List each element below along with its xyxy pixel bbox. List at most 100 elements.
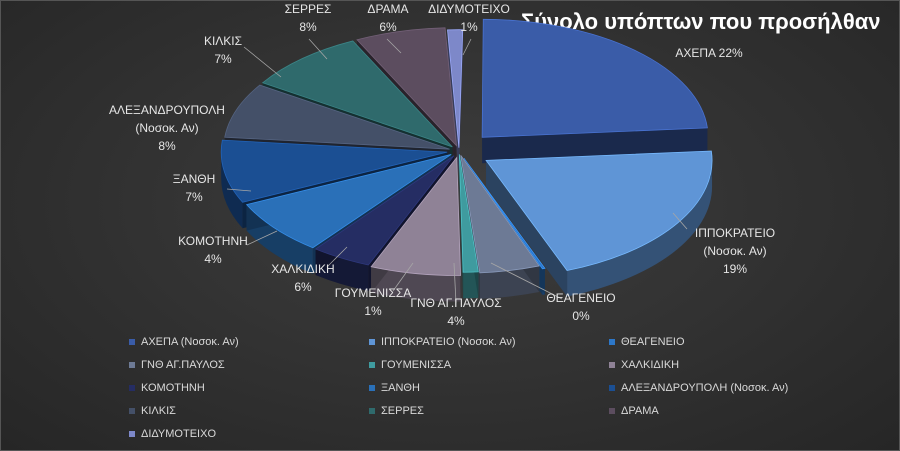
data-label-line: ΓΝΘ ΑΓ.ΠΑΥΛΟΣ	[410, 296, 501, 310]
legend-label: ΓΝΘ ΑΓ.ΠΑΥΛΟΣ	[141, 358, 225, 371]
pie-slice	[481, 18, 708, 138]
data-label-line: 6%	[379, 20, 397, 34]
data-label-line: ΔΙΔΥΜΟΤΕΙΧΟ	[428, 2, 510, 16]
data-label: ΔΙΔΥΜΟΤΕΙΧΟ 1%	[428, 2, 510, 34]
data-label-line: ΙΠΠΟΚΡΑΤΕΙΟ	[695, 226, 775, 240]
legend-swatch	[129, 384, 135, 391]
legend-item: ΧΑΛΚΙΔΙΚΗ	[609, 356, 829, 373]
legend-label: ΑΧΕΠΑ (Νοσοκ. Αν)	[141, 335, 239, 348]
pie-slice-side	[567, 160, 713, 297]
data-label: ΚΙΛΚΙΣ 7%	[204, 34, 242, 66]
data-label: ΧΑΛΚΙΔΙΚΗ 6%	[271, 262, 334, 294]
legend-item: ΓΟΥΜΕΝΙΣΣΑ	[369, 356, 609, 373]
data-label-line: ΧΑΛΚΙΔΙΚΗ	[271, 262, 334, 276]
pie-slice	[463, 157, 546, 270]
data-label-line: 4%	[204, 252, 222, 266]
legend-item: ΑΧΕΠΑ (Νοσοκ. Αν)	[129, 333, 369, 350]
data-label-line: ΘΕΑΓΕΝΕΙΟ	[546, 291, 615, 305]
data-label-line: 0%	[572, 309, 590, 323]
data-label-line: 6%	[294, 280, 312, 294]
legend-label: ΙΠΠΟΚΡΑΤΕΙΟ (Νοσοκ. Αν)	[381, 335, 516, 348]
legend-swatch	[129, 361, 135, 368]
legend-item: ΔΙΔΥΜΟΤΕΙΧΟ	[129, 425, 369, 442]
chart-title: Σύνολο υπόπτων που προσήλθαν	[521, 9, 881, 34]
pie-slice-side	[221, 152, 243, 229]
pie-slice	[314, 155, 455, 266]
leader-line	[490, 262, 563, 300]
data-label: ΘΕΑΓΕΝΕΙΟ 0%	[546, 291, 615, 323]
legend-item: ΑΛΕΞΑΝΔΡΟΥΠΟΛΗ (Νοσοκ. Αν)	[609, 379, 829, 396]
leader-line	[392, 262, 414, 292]
data-label-line: 8%	[158, 139, 176, 153]
pie-slice	[245, 154, 452, 249]
pie-slice	[356, 27, 458, 147]
data-label-line: ΑΧΕΠΑ 22%	[675, 46, 743, 60]
legend-label: ΧΑΛΚΙΔΙΚΗ	[621, 358, 680, 371]
data-label: ΑΛΕΞΑΝΔΡΟΥΠΟΛΗ (Νοσοκ. Αν) 8%	[109, 103, 225, 153]
data-label-line: 1%	[364, 304, 382, 318]
leader-line	[308, 38, 328, 60]
legend-label: ΘΕΑΓΕΝΕΙΟ	[621, 335, 685, 348]
leader-line	[386, 38, 402, 54]
legend-item: ΘΕΑΓΕΝΕΙΟ	[609, 333, 829, 350]
pie-slice	[460, 155, 540, 274]
data-label-line: ΔΡΑΜΑ	[367, 2, 408, 16]
data-label-line: (Νοσοκ. Αν)	[135, 121, 198, 135]
legend-label: ΓΟΥΜΕΝΙΣΣΑ	[381, 358, 452, 371]
data-label-line: ΑΛΕΞΑΝΔΡΟΥΠΟΛΗ	[109, 103, 225, 117]
legend-label: ΔΙΔΥΜΟΤΕΙΧΟ	[141, 427, 216, 440]
legend-label: ΚΙΛΚΙΣ	[141, 404, 176, 417]
data-label: ΔΡΑΜΑ 6%	[367, 2, 408, 34]
legend-item: ΚΟΜΟΤΗΝΗ	[129, 379, 369, 396]
leader-line	[453, 262, 457, 304]
data-label-line: ΣΕΡΡΕΣ	[285, 2, 332, 16]
data-label-line: ΚΙΛΚΙΣ	[204, 34, 242, 48]
data-label-line: ΓΟΥΜΕΝΙΣΣΑ	[335, 286, 411, 300]
leader-line	[672, 212, 688, 230]
leader-line	[243, 46, 282, 78]
legend-item: ΣΕΡΡΕΣ	[369, 402, 609, 419]
data-label: ΞΑΝΘΗ 7%	[173, 172, 215, 204]
data-label-line: 1%	[460, 20, 478, 34]
data-label-line: 7%	[214, 52, 232, 66]
data-label-line: 8%	[299, 20, 317, 34]
pie-slice	[447, 29, 464, 148]
data-label-line: 7%	[185, 190, 203, 204]
data-label: ΚΟΜΟΤΗΝΗ 4%	[178, 234, 248, 266]
data-label-line: 19%	[723, 262, 747, 276]
legend-swatch	[609, 361, 615, 368]
pie-slice	[370, 156, 461, 276]
legend-label: ΚΟΜΟΤΗΝΗ	[141, 381, 205, 394]
leader-line	[326, 246, 348, 268]
data-label: ΓΟΥΜΕΝΙΣΣΑ 1%	[335, 286, 411, 318]
chart-legend: ΑΧΕΠΑ (Νοσοκ. Αν) ΙΠΠΟΚΡΑΤΕΙΟ (Νοσοκ. Αν)…	[129, 333, 829, 442]
pie-slice	[485, 150, 713, 271]
legend-swatch	[369, 384, 375, 391]
data-label: ΓΝΘ ΑΓ.ΠΑΥΛΟΣ 4%	[410, 296, 501, 328]
legend-swatch	[609, 338, 615, 345]
legend-item: ΚΙΛΚΙΣ	[129, 402, 369, 419]
legend-item: ΙΠΠΟΚΡΑΤΕΙΟ (Νοσοκ. Αν)	[369, 333, 609, 350]
data-label-line: ΞΑΝΘΗ	[173, 172, 215, 186]
legend-label: ΔΡΑΜΑ	[621, 404, 659, 417]
leader-line	[226, 188, 252, 192]
pie-slice-wall	[486, 160, 568, 297]
legend-swatch	[609, 407, 615, 414]
legend-swatch	[609, 384, 615, 391]
pie-slice	[458, 154, 479, 273]
legend-swatch	[129, 430, 135, 437]
pie-slice	[261, 40, 453, 148]
legend-item: ΞΑΝΘΗ	[369, 379, 609, 396]
legend-label: ΣΕΡΡΕΣ	[381, 404, 424, 417]
data-label: ΣΕΡΡΕΣ 8%	[285, 2, 332, 34]
leader-line	[246, 230, 278, 246]
legend-swatch	[129, 338, 135, 345]
legend-item: ΓΝΘ ΑΓ.ΠΑΥΛΟΣ	[129, 356, 369, 373]
data-label: ΙΠΠΟΚΡΑΤΕΙΟ (Νοσοκ. Αν) 19%	[695, 226, 775, 276]
legend-swatch	[369, 361, 375, 368]
data-label-line: (Νοσοκ. Αν)	[703, 244, 766, 258]
data-label-line: 4%	[447, 314, 465, 328]
pie-slice-side	[479, 265, 540, 299]
pie-slice	[224, 84, 450, 150]
